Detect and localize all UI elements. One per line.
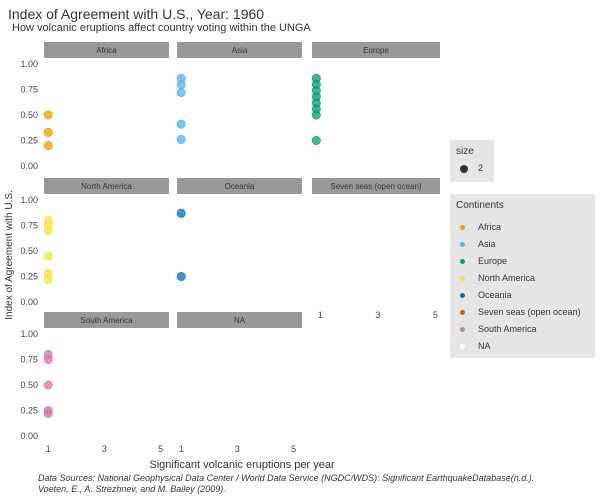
- facet-strip-label-6: South America: [80, 316, 133, 325]
- x-axis-title: Significant volcanic eruptions per year: [149, 459, 335, 471]
- size-legend-value: 2: [478, 163, 484, 173]
- continents-legend: Continents Africa Asia Europe North America…: [450, 194, 595, 358]
- y-tick-label: 1.00: [20, 59, 38, 69]
- legend-label: Asia: [478, 239, 496, 249]
- legend-label: Europe: [478, 256, 508, 266]
- data-point: [43, 110, 53, 120]
- data-point: [43, 141, 53, 151]
- data-point: [176, 208, 186, 218]
- legend-label: NA: [478, 341, 491, 351]
- legend-key: [460, 259, 465, 264]
- facet-strip-label-0: Africa: [96, 46, 117, 55]
- x-tick-label: 3: [235, 444, 240, 454]
- facet-strip-label-7: NA: [234, 316, 246, 325]
- legend-key: [460, 327, 465, 332]
- data-point: [43, 380, 53, 390]
- data-point: [43, 226, 53, 236]
- legend-key: [460, 310, 465, 315]
- facet-strip-label-5: Seven seas (open ocean): [330, 182, 422, 191]
- y-tick-label: 0.75: [20, 85, 38, 95]
- caption: Data Sources: National Geophysical Data …: [38, 473, 534, 495]
- facet-strip-label-2: Europe: [363, 46, 389, 55]
- legend-label: South America: [478, 324, 537, 334]
- facet-strip-1: [177, 42, 302, 58]
- data-point: [176, 134, 186, 144]
- facet-strip-4: [177, 178, 302, 194]
- data-point: [43, 275, 53, 285]
- facet-strip-2: [312, 42, 440, 58]
- data-point: [176, 88, 186, 98]
- x-tick-label: 1: [318, 310, 323, 320]
- y-tick-label: 1.00: [20, 195, 38, 205]
- x-tick-label: 1: [46, 444, 51, 454]
- chart-subtitle: How volcanic eruptions affect country vo…: [12, 22, 311, 34]
- y-tick-label: 0.50: [20, 380, 38, 390]
- y-tick-label: 1.00: [20, 329, 38, 339]
- data-point: [176, 119, 186, 129]
- legend-label: North America: [478, 273, 536, 283]
- x-tick-label: 1: [179, 444, 184, 454]
- y-tick-label: 0.25: [20, 272, 38, 282]
- facet-strip-0: [44, 42, 169, 58]
- legend-key: [460, 242, 465, 247]
- legend-key: [460, 276, 465, 281]
- continents-legend-title: Continents: [456, 200, 504, 211]
- facet-strip-5: [312, 178, 440, 194]
- y-tick-label: 0.50: [20, 246, 38, 256]
- legend-label: Seven seas (open ocean): [478, 307, 581, 317]
- facet-strip-label-4: Oceania: [225, 182, 255, 191]
- y-tick-label: 0.75: [20, 221, 38, 231]
- facet-strip-3: [44, 178, 169, 194]
- facet-strip-7: [177, 312, 302, 328]
- x-tick-label: 5: [433, 310, 438, 320]
- y-tick-label: 0.25: [20, 406, 38, 416]
- y-tick-label: 0.00: [20, 297, 38, 307]
- facet-strip-6: [44, 312, 169, 328]
- y-tick-label: 0.00: [20, 431, 38, 441]
- size-legend-key: [460, 165, 468, 173]
- data-point: [176, 79, 186, 89]
- data-point: [43, 127, 53, 137]
- data-point: [176, 271, 186, 281]
- data-point: [43, 251, 53, 261]
- caption-line-2: Voeten, E., A. Strezhnev, and M. Bailey …: [38, 484, 226, 494]
- legend-key: [460, 293, 465, 298]
- y-axis-title: Index of Agreement with U.S.: [4, 190, 15, 320]
- legend-key: [460, 344, 465, 349]
- legend-key: [460, 225, 465, 230]
- y-tick-label: 0.25: [20, 136, 38, 146]
- data-point: [311, 136, 321, 146]
- data-point: [311, 110, 321, 120]
- legend-label: Oceania: [478, 290, 512, 300]
- facet-strip-label-3: North America: [81, 182, 132, 191]
- size-legend-title: size: [456, 146, 474, 157]
- x-tick-label: 5: [158, 444, 163, 454]
- chart-title: Index of Agreement with U.S., Year: 1960: [8, 6, 265, 22]
- y-tick-label: 0.00: [20, 161, 38, 171]
- caption-line-1: Data Sources: National Geophysical Data …: [38, 473, 535, 483]
- size-legend: size 2: [450, 140, 494, 182]
- y-tick-label: 0.75: [20, 355, 38, 365]
- legend-label: Africa: [478, 222, 502, 232]
- data-point: [43, 354, 53, 364]
- x-tick-label: 5: [291, 444, 296, 454]
- facet-strip-label-1: Asia: [232, 46, 248, 55]
- x-tick-label: 3: [102, 444, 107, 454]
- x-tick-label: 3: [375, 310, 380, 320]
- data-point: [43, 409, 53, 419]
- y-tick-label: 0.50: [20, 110, 38, 120]
